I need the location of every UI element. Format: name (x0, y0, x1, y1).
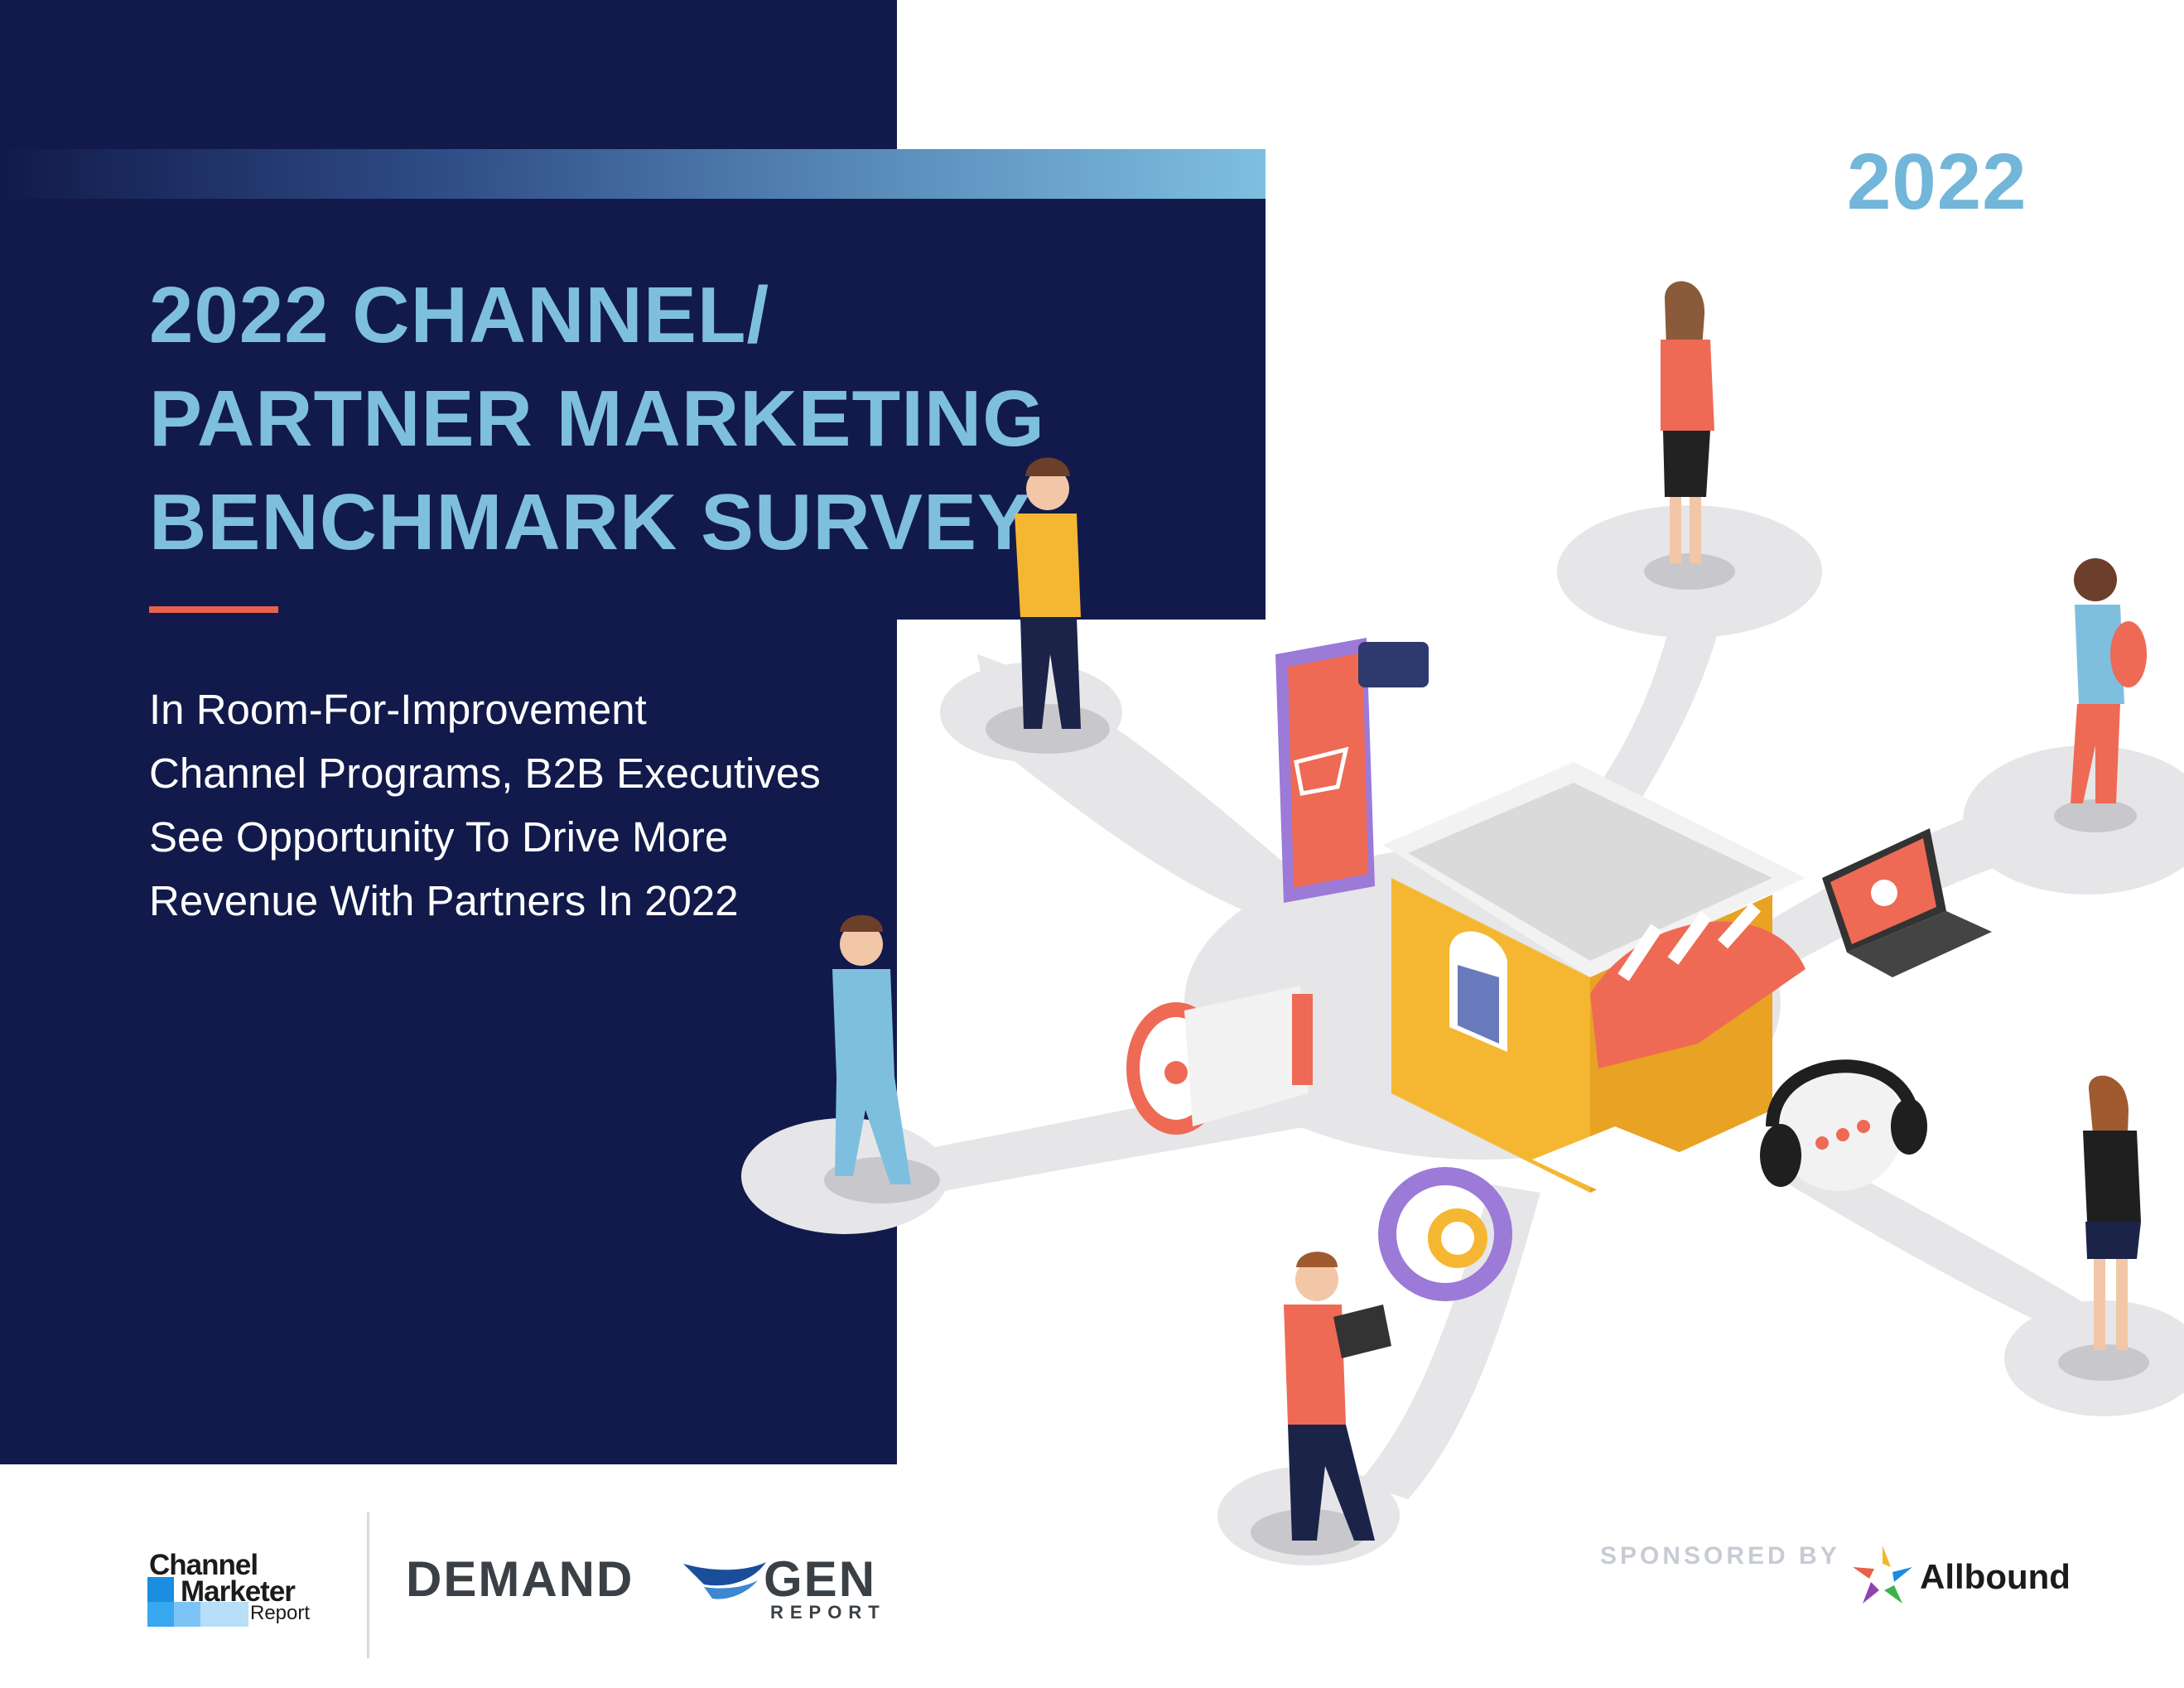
report-title: 2022 CHANNEL/ PARTNER MARKETING BENCHMAR… (149, 263, 1102, 574)
logo-divider (367, 1512, 369, 1658)
report-subtitle: In Room-For-Improvement Channel Programs… (149, 678, 894, 933)
demand-gen-report-logo: DEMAND GEN REPORT (406, 1551, 936, 1625)
cmr-logo-square (200, 1602, 248, 1627)
cmr-logo-square (174, 1602, 200, 1627)
gradient-bar (0, 149, 1266, 199)
title-line: PARTNER MARKETING (149, 374, 1045, 463)
dg-logo-sub: REPORT (770, 1602, 886, 1623)
allbound-logo-text: Allbound (1920, 1557, 2071, 1596)
accent-rule (149, 606, 278, 613)
megaphone-icon (1126, 986, 1313, 1135)
cover-year: 2022 (1847, 137, 2027, 226)
person-man-laptop (1284, 1252, 1391, 1541)
storefront-icon (1383, 762, 1806, 1218)
subtitle-line: In Room-For-Improvement (149, 686, 647, 733)
cmr-logo-square (147, 1602, 174, 1627)
subtitle-line: Channel Programs, B2B Executives (149, 750, 821, 797)
title-line: 2022 CHANNEL/ (149, 271, 770, 359)
person-man-vest (1015, 457, 1081, 729)
swirl-icon (683, 1562, 766, 1599)
cmr-logo-line1: Channel (149, 1549, 258, 1581)
headset-icon (1760, 1059, 1927, 1191)
dg-logo-left: DEMAND (406, 1551, 634, 1607)
dg-logo-right: GEN (764, 1551, 877, 1607)
cmr-logo-line3: Report (250, 1602, 311, 1624)
person-man-suit (832, 914, 911, 1184)
person-woman-black-jacket (2083, 1075, 2141, 1350)
cover-navy-panel-extension (897, 149, 1266, 620)
allbound-star-icon (1853, 1546, 1912, 1604)
channel-marketer-report-logo: Channel Marketer Report (147, 1549, 338, 1627)
subtitle-line: See Opportunity To Drive More (149, 813, 729, 861)
cmr-logo-square (147, 1577, 174, 1602)
cover-navy-panel (0, 0, 897, 1464)
subtitle-line: Revenue With Partners In 2022 (149, 877, 739, 924)
person-man-backpack (2071, 558, 2147, 803)
laptop-icon (1822, 828, 1992, 977)
sponsored-by-label: SPONSORED BY (1600, 1542, 1840, 1570)
person-woman-phone (1661, 281, 1714, 563)
phone-icon (1275, 638, 1429, 903)
title-line: BENCHMARK SURVEY (149, 478, 1032, 567)
at-sign-icon (1378, 1167, 1512, 1301)
